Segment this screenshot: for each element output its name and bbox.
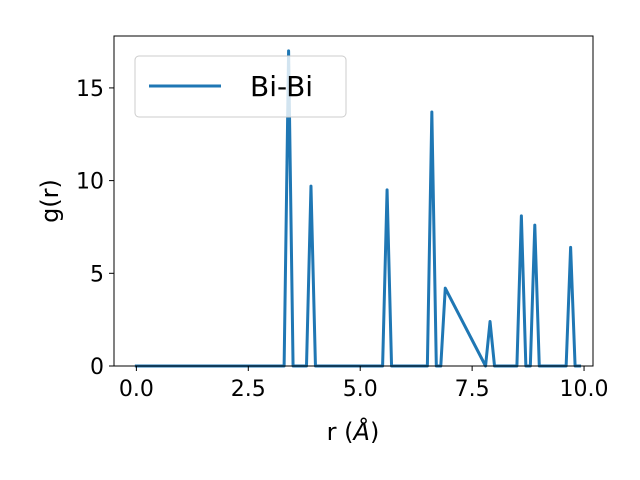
plot-area [134,49,582,368]
legend-box [134,55,347,118]
y-tick-label: 15 [76,77,104,102]
legend: Bi-Bi [134,55,347,118]
y-tick-label: 0 [90,355,104,380]
plot-frame [113,35,594,367]
y-axis: 0 5 10 15 [76,77,114,380]
x-tick-label: 10.0 [560,377,609,402]
legend-label-bi-bi: Bi-Bi [250,70,313,103]
series-line-bi-bi [134,49,582,368]
x-axis-label-unit: Å [352,417,370,446]
x-axis-label-close: ) [370,418,379,446]
y-tick-label: 10 [76,170,104,195]
x-axis-label-main: r ( [327,418,354,446]
x-axis-label: r (Å) [327,417,380,446]
y-axis-label: g(r) [36,179,64,223]
x-axis: 0.0 2.5 5.0 7.5 10.0 [119,366,609,402]
y-tick-label: 5 [90,262,104,287]
x-tick-label: 0.0 [119,377,154,402]
x-tick-label: 2.5 [231,377,266,402]
x-tick-label: 7.5 [455,377,490,402]
x-tick-label: 5.0 [343,377,378,402]
